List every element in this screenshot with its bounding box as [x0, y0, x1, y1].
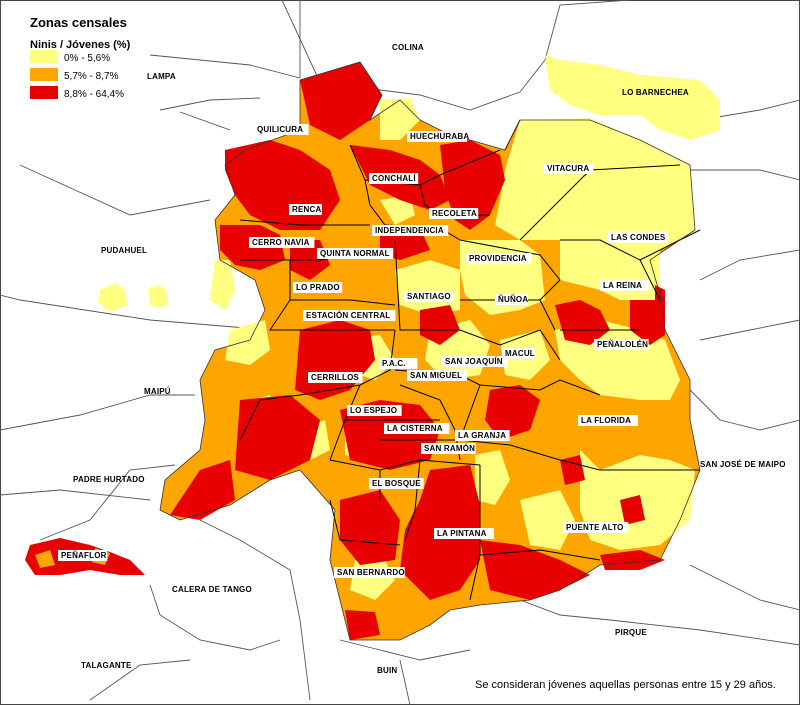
quilicura-north-zone	[300, 62, 382, 140]
comuna-label: SAN JOAQUÍN	[445, 357, 503, 366]
comuna-label-background	[421, 443, 476, 454]
outer-comuna-label: BUIN	[377, 666, 397, 675]
comuna-label: QUILICURA	[257, 125, 303, 134]
inner-comuna-labels: QUILICURA HUECHURABA CONCHALÍ RENCA RECOLETA…	[58, 124, 668, 578]
comuna-label-background	[563, 522, 629, 533]
comuna-label-background	[442, 356, 508, 367]
outer-comuna-label: PADRE HURTADO	[73, 475, 145, 484]
comuna-label-background	[334, 567, 405, 578]
outer-comuna-label: PIRQUE	[615, 628, 647, 637]
comuna-label-background	[407, 370, 467, 381]
comuna-label-background	[372, 225, 449, 236]
outer-comuna-label: COLINA	[392, 43, 424, 52]
outer-comuna-label: LAMPA	[147, 72, 176, 81]
legend-label: 0% - 5,6%	[64, 53, 110, 64]
comuna-label: EL BOSQUE	[372, 479, 421, 488]
legend: Zonas censales Ninis / Jóvenes (%) 0% - …	[30, 15, 131, 100]
comuna-label-background	[347, 405, 402, 416]
comuna-label-background	[317, 248, 394, 259]
comuna-label: PEÑAFLOR	[61, 551, 107, 560]
comuna-label: RENCA	[292, 205, 321, 214]
comuna-label-background	[379, 358, 418, 369]
comuna-label-background	[289, 204, 322, 215]
outer-comuna-labels: COLINA LAMPA LO BARNECHEA PUDAHUEL MAIPÚ PADR…	[73, 43, 786, 675]
outer-comuna-label: MAIPÚ	[144, 387, 171, 396]
lo-barnechea-zone	[545, 55, 720, 140]
outer-comuna-label: CALERA DE TANGO	[172, 585, 252, 594]
comuna-label-background	[608, 232, 668, 243]
comuna-label: VITACURA	[547, 164, 589, 173]
comuna-label: LAS CONDES	[611, 233, 666, 242]
comuna-label: CERRILLOS	[311, 373, 359, 382]
comuna-label-background	[466, 253, 532, 264]
comuna-label: SAN MIGUEL	[410, 371, 462, 380]
comuna-label: P.A.C.	[382, 359, 406, 368]
outer-comuna-label: SAN JOSÉ DE MAIPO	[700, 460, 786, 469]
comuna-label-background	[544, 163, 594, 174]
footnote-background	[470, 675, 790, 693]
comuna-label: LA REINA	[603, 281, 642, 290]
comuna-label-background	[455, 430, 510, 441]
comuna-label-background	[407, 131, 467, 142]
legend-subtitle: Ninis / Jóvenes (%)	[30, 39, 131, 51]
comuna-label: CERRO NAVIA	[252, 238, 310, 247]
comuna-label-background	[369, 478, 424, 489]
comuna-label: PROVIDENCIA	[469, 254, 527, 263]
comuna-label: PEÑALOLÉN	[597, 340, 648, 349]
comuna-label-background	[502, 348, 535, 359]
comuna-label-background	[429, 208, 479, 219]
comuna-label: SANTIAGO	[407, 292, 451, 301]
comuna-label: ESTACIÓN CENTRAL	[306, 311, 390, 320]
comuna-label-background	[308, 372, 363, 383]
comuna-label: QUINTA NORMAL	[320, 249, 390, 258]
comuna-label-background	[594, 339, 649, 350]
comuna-label: CONCHALÍ	[372, 174, 416, 183]
legend-label: 5,7% - 8,7%	[64, 71, 119, 82]
comuna-label-background	[58, 550, 108, 561]
comuna-label-background	[495, 294, 528, 305]
comuna-label-background	[369, 173, 419, 184]
comuna-label: ÑUÑOA	[498, 295, 528, 304]
comuna-label: LO PRADO	[296, 283, 340, 292]
comuna-label-background	[578, 415, 638, 426]
comuna-label: RECOLETA	[432, 209, 477, 218]
comuna-label-background	[384, 423, 450, 434]
comuna-label: SAN RAMÓN	[424, 444, 475, 453]
comuna-label: PUENTE ALTO	[566, 523, 624, 532]
outer-comuna-label: LO BARNECHEA	[622, 88, 689, 97]
comuna-label: LO ESPEJO	[350, 406, 397, 415]
footnote: Se consideran jóvenes aquellas personas …	[475, 679, 776, 691]
legend-swatch	[30, 86, 58, 99]
comuna-label-background	[434, 528, 494, 539]
comuna-label-background	[293, 282, 343, 293]
outer-comuna-label: TALAGANTE	[81, 661, 132, 670]
comuna-label: LA FLORIDA	[581, 416, 631, 425]
high-zones	[170, 62, 665, 640]
comuna-label: LA CISTERNA	[387, 424, 443, 433]
comuna-label-background	[404, 291, 454, 302]
comuna-label: LA GRANJA	[458, 431, 506, 440]
comuna-label: HUECHURABA	[410, 132, 469, 141]
comuna-label: LA PINTANA	[437, 529, 487, 538]
legend-title: Zonas censales	[30, 15, 127, 30]
legend-swatch	[30, 50, 58, 63]
comuna-label: INDEPENDENCIA	[375, 226, 444, 235]
comuna-label: MACUL	[505, 349, 535, 358]
legend-swatch	[30, 68, 58, 81]
urban-outline	[159, 61, 701, 641]
pudahuel-patches	[98, 283, 168, 312]
comuna-label-background	[249, 237, 315, 248]
comuna-label: SAN BERNARDO	[337, 568, 405, 577]
comuna-label-background	[303, 310, 396, 321]
legend-label: 8,8% - 64,4%	[64, 89, 124, 100]
comuna-label-background	[254, 124, 309, 135]
outer-comuna-label: PUDAHUEL	[101, 246, 147, 255]
comuna-label-background	[600, 280, 650, 291]
